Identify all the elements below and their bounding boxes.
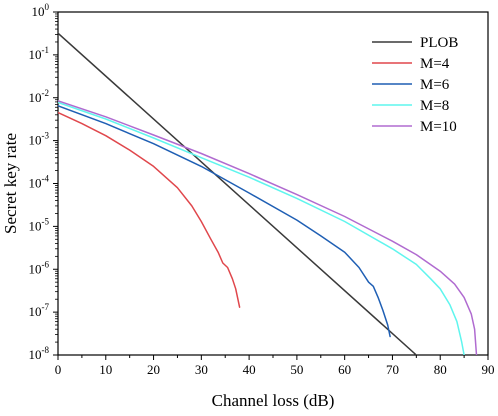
y-tick-label: 10-3 — [29, 131, 50, 148]
x-tick-label: 50 — [290, 362, 303, 377]
x-tick-label: 20 — [147, 362, 160, 377]
y-tick-label: 10-6 — [29, 259, 50, 276]
plot-layer: 0 10 20 30 40 50 60 70 80 90 100 10-1 10-2 10-3 10-4 10… — [1, 2, 495, 410]
series-line-plob — [58, 32, 418, 355]
x-tick-label: 70 — [386, 362, 399, 377]
y-tick-label: 10-2 — [29, 88, 50, 105]
y-tick-label: 10-7 — [29, 302, 50, 319]
series-line-m8 — [58, 101, 465, 355]
x-tick-label: 80 — [434, 362, 447, 377]
legend-label: PLOB — [420, 35, 458, 51]
y-tick-label: 10-5 — [29, 216, 50, 233]
x-tick-label: 90 — [482, 362, 495, 377]
x-tick-label: 60 — [338, 362, 351, 377]
y-tick-label: 10-1 — [29, 45, 50, 62]
y-tick-label: 10-4 — [29, 174, 50, 191]
y-tick-label: 10-8 — [29, 345, 50, 362]
x-axis-label: Channel loss (dB) — [212, 391, 335, 410]
x-tick-label: 10 — [99, 362, 112, 377]
y-axis-label: Secret key rate — [1, 133, 20, 234]
series-line-m10 — [58, 100, 478, 355]
x-tick-label: 30 — [195, 362, 208, 377]
series-line-m6 — [58, 105, 391, 338]
y-tick-label: 100 — [32, 2, 50, 19]
x-tick-label: 40 — [243, 362, 256, 377]
series-line-m4 — [58, 111, 241, 308]
legend-label: M=4 — [420, 56, 450, 72]
legend-label: M=6 — [420, 77, 450, 93]
legend-label: M=10 — [420, 119, 457, 135]
legend-label: M=8 — [420, 98, 449, 114]
x-tick-label: 0 — [55, 362, 62, 377]
